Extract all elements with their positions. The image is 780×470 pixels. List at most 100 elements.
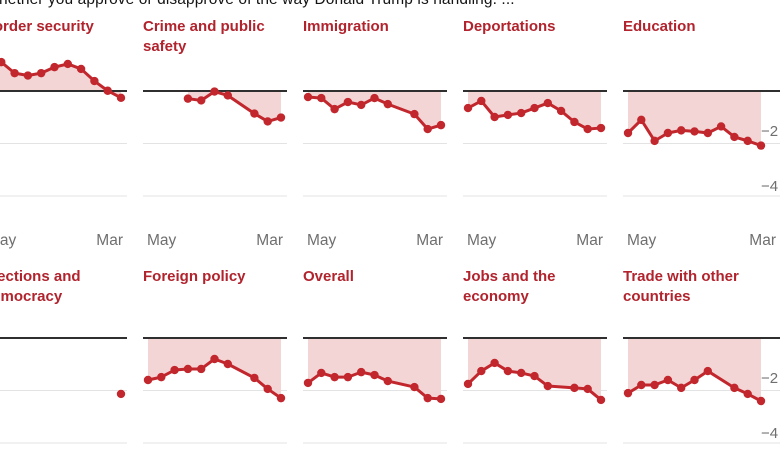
- data-point-dot: [623, 388, 633, 398]
- data-point-dot: [210, 87, 219, 96]
- data-point-dot: [197, 96, 206, 105]
- data-point-dot: [223, 359, 232, 369]
- approval-line: [306, 370, 443, 401]
- data-point-dot: [543, 98, 552, 108]
- approval-line: [146, 357, 283, 400]
- data-point-dot: [730, 132, 739, 142]
- data-point-dot: [250, 109, 259, 118]
- y-axis-tick-label: −4: [761, 177, 779, 195]
- data-point-dot: [477, 96, 486, 106]
- chart-plot-elections-and-democracy: [0, 337, 127, 444]
- chart-title-border-security: Border security: [0, 18, 94, 35]
- data-point-dot: [663, 375, 673, 385]
- data-point-dot: [210, 354, 219, 364]
- x-axis-label-mar: Mar: [96, 232, 123, 249]
- approval-area-fill: [308, 91, 441, 130]
- chart-title-jobs-and-the-economy: Jobs and the economy: [463, 268, 556, 305]
- x-axis-label-mar: Mar: [749, 232, 776, 249]
- data-point-dot: [276, 393, 286, 403]
- data-point-dot: [223, 91, 232, 100]
- data-point-dot: [330, 104, 339, 114]
- data-point-dot: [303, 378, 313, 388]
- chart-plot-border-security: [0, 57, 127, 197]
- approval-area-fill: [628, 338, 761, 401]
- approval-line: [186, 90, 283, 123]
- approval-area-fill: [628, 91, 761, 146]
- data-point-dot: [183, 364, 193, 374]
- data-point-dot: [490, 358, 499, 368]
- data-point-dot: [330, 372, 339, 382]
- data-point-dot: [370, 93, 379, 103]
- data-point-dot: [623, 128, 633, 138]
- approval-line: [626, 369, 763, 403]
- data-point-dot: [436, 120, 446, 130]
- data-point-dot: [183, 94, 193, 103]
- approval-line: [466, 361, 603, 402]
- chart-plot-jobs-and-the-economy: [463, 337, 607, 444]
- data-point-dot: [197, 364, 206, 374]
- chart-plot-foreign-policy: [143, 337, 287, 444]
- data-point-dot: [703, 128, 712, 138]
- data-point-dot: [583, 384, 592, 394]
- data-point-dot: [583, 124, 592, 134]
- data-point-dot: [317, 93, 326, 103]
- data-point-dot: [357, 367, 366, 377]
- data-point-dot: [690, 375, 699, 385]
- data-point-dot: [423, 393, 432, 403]
- data-point-dot: [703, 366, 712, 376]
- data-point-dot: [596, 395, 606, 405]
- data-point-dot: [596, 123, 606, 133]
- approval-line: [0, 59, 123, 100]
- x-axis-label-may: May: [627, 232, 657, 249]
- chart-title-overall: Overall: [303, 268, 354, 285]
- data-point-dot: [116, 389, 126, 399]
- data-point-dot: [383, 99, 392, 109]
- data-point-dot: [650, 136, 659, 146]
- data-point-dot: [263, 117, 272, 126]
- chart-title-immigration: Immigration: [303, 18, 389, 35]
- chart-plot-overall: [303, 337, 447, 444]
- chart-title-elections-and-democracy: Elections and democracy: [0, 268, 81, 305]
- data-point-dot: [50, 62, 59, 72]
- data-point-dot: [463, 103, 473, 113]
- chart-plot-deportations: [463, 90, 607, 197]
- approval-area-fill: [468, 91, 601, 130]
- data-point-dot: [170, 365, 179, 375]
- chart-title-crime-and-public-safety: Crime and public safety: [143, 18, 265, 55]
- data-point-dot: [556, 106, 566, 116]
- x-axis-label-mar: Mar: [576, 232, 603, 249]
- y-axis-tick-label: −2: [761, 370, 779, 387]
- data-point-dot: [503, 366, 513, 376]
- data-point-dot: [23, 71, 33, 80]
- chart-title-deportations: Deportations: [463, 18, 556, 35]
- chart-plot-education: [623, 90, 780, 197]
- x-axis-label-mar: Mar: [416, 232, 443, 249]
- data-point-dot: [436, 394, 446, 404]
- approval-area-fill: [468, 338, 601, 400]
- data-point-dot: [756, 396, 766, 406]
- data-point-dot: [716, 122, 726, 131]
- data-point-dot: [410, 109, 419, 119]
- data-point-dot: [663, 128, 673, 138]
- data-point-dot: [517, 368, 526, 378]
- data-point-dot: [63, 59, 73, 69]
- x-axis-label-may: May: [307, 232, 337, 249]
- data-point-dot: [423, 124, 432, 134]
- approval-area-fill: [0, 61, 121, 98]
- data-point-dot: [303, 92, 313, 102]
- data-point-dot: [743, 136, 752, 146]
- data-point-dot: [343, 97, 353, 107]
- data-point-dot: [317, 368, 326, 378]
- data-point-dot: [570, 117, 579, 127]
- data-point-dot: [677, 126, 686, 135]
- data-point-dot: [490, 112, 499, 122]
- data-point-dot: [637, 115, 646, 125]
- approval-area-fill: [148, 338, 281, 399]
- data-point-dot: [37, 68, 46, 78]
- data-point-dot: [103, 86, 112, 95]
- data-point-dot: [530, 371, 539, 381]
- data-point-dot: [637, 380, 646, 390]
- data-point-dot: [690, 127, 699, 136]
- data-point-dot: [0, 57, 6, 67]
- data-point-dot: [116, 93, 126, 103]
